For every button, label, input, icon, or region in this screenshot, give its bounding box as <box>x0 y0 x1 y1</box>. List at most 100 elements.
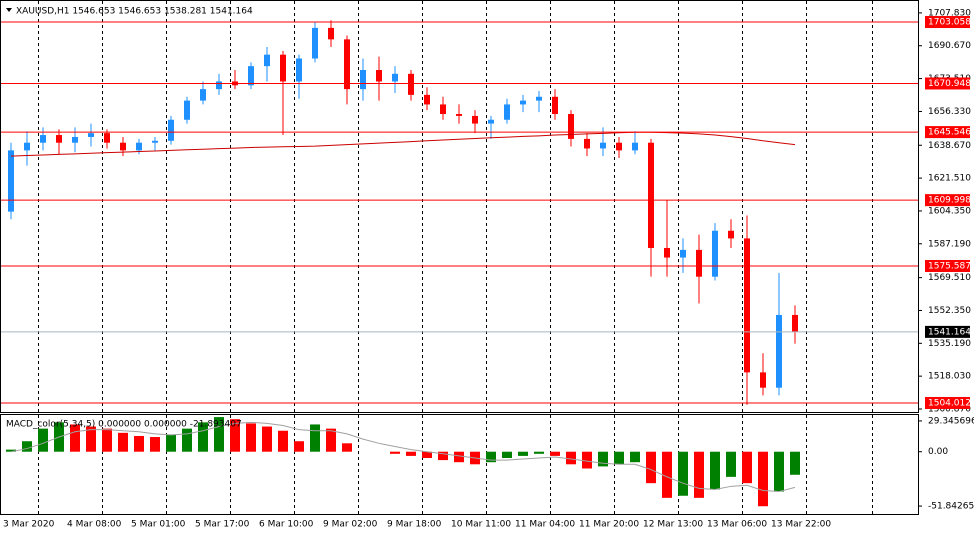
macd-bar <box>198 422 208 452</box>
macd-bar <box>118 432 128 452</box>
x-tick-label: 10 Mar 11:00 <box>451 520 511 530</box>
candle-body <box>600 142 606 149</box>
macd-bar <box>710 451 720 490</box>
level-label-box <box>925 16 970 29</box>
macd-bar <box>134 435 144 452</box>
macd-title: MACD_color(5,34,5) 0.000000 0.000000 -21… <box>6 420 242 430</box>
candle-body <box>88 133 94 137</box>
candle-body <box>536 96 542 101</box>
macd-bar <box>278 430 288 452</box>
candle-body <box>776 314 782 388</box>
x-tick-label: 9 Mar 02:00 <box>323 520 378 530</box>
candle-body <box>696 249 702 277</box>
y-tick-label: 1638.670 <box>928 141 971 151</box>
macd-bar <box>694 451 704 498</box>
x-tick-label: 11 Mar 20:00 <box>579 520 639 530</box>
x-tick-label: 11 Mar 04:00 <box>515 520 575 530</box>
y-tick-label: 1569.510 <box>928 273 971 283</box>
macd-bar <box>742 451 752 484</box>
x-tick-label: 3 Mar 2020 <box>3 520 55 530</box>
x-tick-label: 12 Mar 13:00 <box>643 520 703 530</box>
macd-bar <box>214 417 224 452</box>
candle-body <box>280 54 286 82</box>
macd-bar <box>342 443 352 452</box>
candle-body <box>440 104 446 115</box>
candle-body <box>744 238 750 373</box>
macd-bar <box>486 451 496 463</box>
level-label: 1609.998 <box>928 196 971 206</box>
y-tick-label: 1707.830 <box>928 8 971 18</box>
y-tick-label: 1587.190 <box>928 239 971 249</box>
macd-bar <box>582 451 592 469</box>
macd-bar <box>166 434 176 452</box>
candle-body <box>296 58 302 82</box>
candle-body <box>760 372 766 388</box>
candle-body <box>680 249 686 258</box>
macd-bar <box>390 451 400 454</box>
candle-body <box>376 69 382 82</box>
level-label-box <box>925 77 970 90</box>
macd-bar <box>438 451 448 461</box>
macd-bar <box>406 451 416 456</box>
macd-bar <box>6 449 16 452</box>
y-tick-label: 29.345696 <box>928 416 974 426</box>
macd-frame <box>0 414 919 515</box>
y-tick-label: 1518.030 <box>928 372 971 382</box>
macd-bar <box>246 423 256 452</box>
candle-body <box>552 96 558 115</box>
y-tick-label: 1604.350 <box>928 206 971 216</box>
macd-bar <box>262 426 272 452</box>
candle-body <box>728 230 734 239</box>
macd-bar <box>790 451 800 475</box>
level-label-box <box>925 259 970 272</box>
macd-bar <box>758 451 768 507</box>
level-label: 1703.058 <box>928 18 971 28</box>
y-tick-label: 1690.670 <box>928 41 971 51</box>
y-tick-label: 1552.350 <box>928 306 971 316</box>
x-tick-label: 6 Mar 10:00 <box>259 520 314 530</box>
candle-body <box>408 73 414 95</box>
candle-body <box>424 94 430 105</box>
macd-bar <box>182 428 192 452</box>
candle-body <box>792 314 798 332</box>
macd-bar <box>614 451 624 465</box>
candle-body <box>664 247 670 258</box>
candle-body <box>328 27 334 40</box>
macd-bar <box>326 428 336 452</box>
candle-body <box>72 136 78 143</box>
macd-bar <box>598 451 608 467</box>
candle-body <box>200 89 206 101</box>
macd-bar <box>534 451 544 454</box>
macd-bar <box>454 451 464 463</box>
macd-bar <box>38 428 48 452</box>
candle-body <box>24 142 30 151</box>
candle-body <box>456 114 462 116</box>
level-label: 1575.587 <box>928 261 971 271</box>
candle-body <box>472 115 478 124</box>
macd-bar <box>502 451 512 458</box>
x-tick-label: 13 Mar 06:00 <box>707 520 767 530</box>
candle-body <box>56 135 62 143</box>
macd-bar <box>294 441 304 452</box>
macd-bar <box>150 437 160 452</box>
x-tick-label: 9 Mar 18:00 <box>387 520 442 530</box>
x-tick-label: 4 Mar 08:00 <box>67 520 122 530</box>
macd-bar <box>102 428 112 452</box>
x-tick-label: 5 Mar 17:00 <box>195 520 250 530</box>
y-tick-label: 1656.330 <box>928 107 971 117</box>
candle-body <box>120 142 126 151</box>
candle-body <box>648 142 654 248</box>
macd-bar <box>566 451 576 465</box>
candle-body <box>152 140 158 143</box>
x-tick-label: 5 Mar 01:00 <box>131 520 186 530</box>
macd-bar <box>646 451 656 484</box>
level-label: 1670.948 <box>928 79 971 89</box>
candle-body <box>520 100 526 105</box>
candle-body <box>216 81 222 90</box>
macd-bar <box>518 451 528 456</box>
macd-bar <box>774 451 784 492</box>
macd-bar <box>726 451 736 477</box>
macd-bar <box>70 424 80 452</box>
